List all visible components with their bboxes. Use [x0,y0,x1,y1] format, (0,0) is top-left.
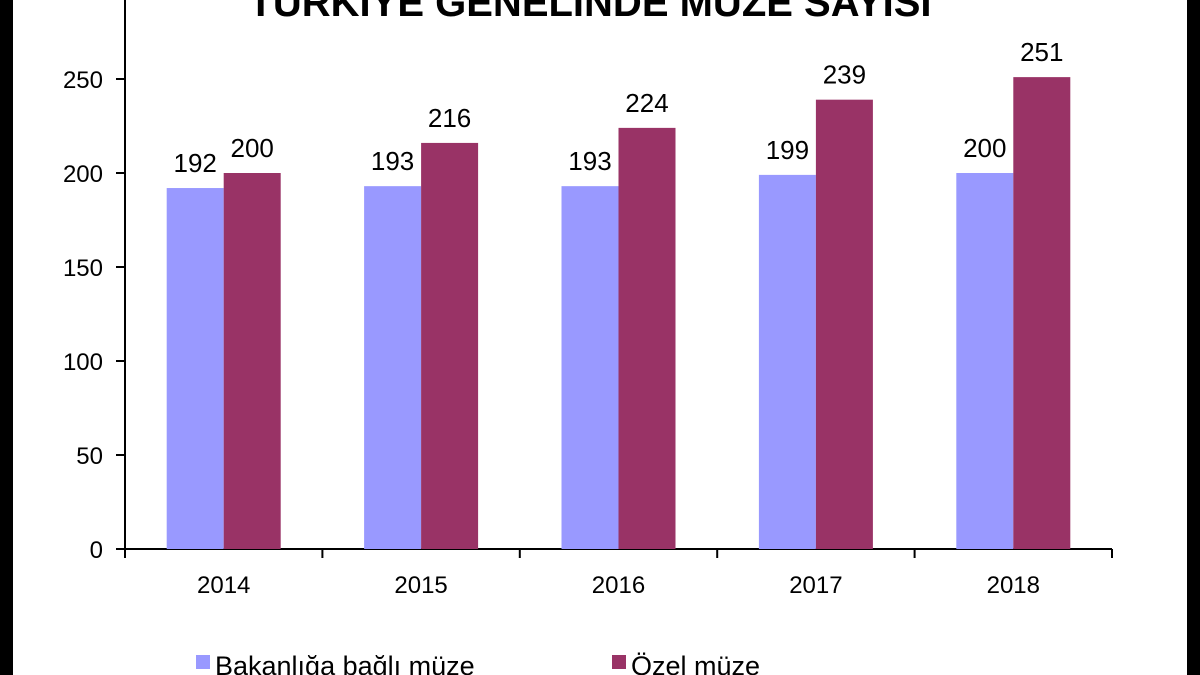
x-tick-label: 2016 [592,572,645,599]
bar [815,99,873,550]
legend-label: Bakanlığa bağlı müze [215,651,475,675]
y-tick-label: 100 [63,349,103,376]
bar [1013,77,1071,550]
legend-swatch [196,655,210,669]
bar [618,127,676,549]
data-label: 193 [371,146,414,176]
y-tick-label: 200 [63,161,103,188]
y-tick-label: 150 [63,255,103,282]
bar [166,188,224,550]
legend-swatch [612,655,626,669]
data-label: 199 [766,135,809,165]
x-tick-label: 2017 [789,572,842,599]
data-label: 200 [963,133,1006,163]
chart-title: TÜRKİYE GENELİNDE MÜZE SAYISI [248,0,931,25]
y-tick-label: 250 [63,67,103,94]
data-label: 251 [1020,37,1063,67]
data-label: 224 [625,88,668,118]
legend-label: Özel müze [631,651,760,675]
bar [223,173,281,549]
bar [758,174,816,549]
bar [561,186,619,549]
x-tick-label: 2018 [987,572,1040,599]
x-tick-label: 2014 [197,572,250,599]
data-label: 192 [174,148,217,178]
bars: 192 200 193 216 193 224 199 239 200 251 [166,37,1071,550]
y-tick-label: 50 [76,443,103,470]
bar [421,142,479,550]
y-tick-label: 0 [90,537,103,564]
bar [364,186,422,549]
data-label: 193 [568,146,611,176]
data-label: 200 [231,133,274,163]
data-label: 239 [823,60,866,90]
bar [956,173,1014,549]
legend: Bakanlığa bağlı müze Özel müze [196,651,760,675]
axes: 0 50 100 150 200 250 2014 2015 2016 2017 2018 [63,0,1113,599]
data-label: 216 [428,103,471,133]
x-tick-label: 2015 [394,572,447,599]
